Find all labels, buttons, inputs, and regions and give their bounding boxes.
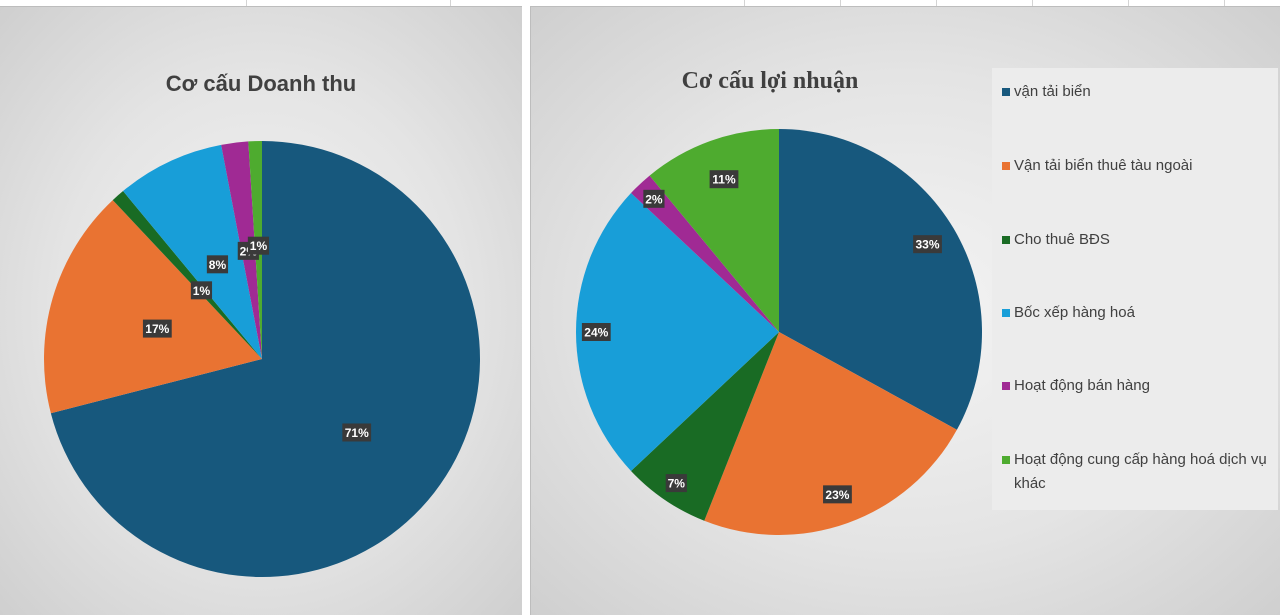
- sheet-gridline: [450, 0, 451, 8]
- sheet-gridline: [840, 0, 841, 8]
- profit-slice-hoat-dong-cung-cap-hang-hoa-dich-vu-khac[interactable]: [649, 129, 779, 332]
- legend-item-boc-xep-hang-hoa: Bốc xếp hàng hoá: [998, 301, 1268, 325]
- sheet-gridline: [1128, 0, 1129, 8]
- profit-data-label-bg: [823, 485, 852, 504]
- profit-data-label: 24%: [584, 326, 608, 340]
- sheet-gridline: [1224, 0, 1225, 8]
- sheet-gridline: [744, 0, 745, 8]
- profit-data-label: 33%: [916, 238, 940, 252]
- revenue-data-label-bg: [190, 281, 213, 300]
- profit-data-label: 2%: [645, 192, 663, 206]
- legend-item-label: vận tải biển: [1014, 83, 1091, 100]
- revenue-slice-van-tai-bien[interactable]: [50, 141, 480, 577]
- legend-item-cho-thue-bds: Cho thuê BĐS: [998, 228, 1268, 252]
- legend-swatch: [1002, 162, 1010, 170]
- profit-data-label-bg: [581, 323, 611, 341]
- profit-data-label-bg: [643, 189, 665, 208]
- profit-data-label: 7%: [668, 477, 686, 491]
- revenue-data-label-bg: [206, 255, 229, 274]
- legend-swatch: [1002, 309, 1010, 317]
- profit-data-label-bg: [665, 474, 687, 493]
- legend-swatch: [1002, 382, 1010, 390]
- profit-slice-boc-xep-hang-hoa[interactable]: [576, 193, 779, 471]
- revenue-data-label-bg: [342, 423, 372, 442]
- revenue-data-label: 8%: [209, 258, 227, 272]
- profit-slice-cho-thue-bds[interactable]: [631, 332, 779, 521]
- revenue-data-label: 17%: [145, 322, 169, 336]
- profit-slice-van-tai-bien[interactable]: [779, 129, 982, 430]
- revenue-data-label: 1%: [250, 239, 268, 253]
- revenue-chart-title: Cơ cấu Doanh thu: [166, 71, 356, 96]
- legend-item-van-tai-bien: vận tải biển: [998, 80, 1268, 104]
- revenue-data-label-bg: [142, 319, 172, 338]
- profit-slice-hoat-dong-ban-hang[interactable]: [631, 175, 779, 332]
- profit-data-label-bg: [913, 235, 942, 254]
- legend-item-label: Vận tải biển thuê tàu ngoài: [1014, 157, 1193, 174]
- legend-item-van-tai-bien-thue-tau-ngoai: Vận tải biển thuê tàu ngoài: [998, 154, 1268, 178]
- revenue-data-label: 1%: [193, 284, 211, 298]
- legend-item-hoat-dong-cung-cap-hang-hoa-dich-vu-khac: Hoạt động cung cấp hàng hoá dịch vụ khác: [998, 448, 1268, 496]
- profit-slice-van-tai-bien-thue-tau-ngoai[interactable]: [704, 332, 957, 535]
- legend-item-hoat-dong-ban-hang: Hoạt động bán hàng: [998, 374, 1268, 398]
- revenue-data-label-bg: [247, 236, 270, 255]
- profit-chart-title: Cơ cấu lợi nhuận: [682, 68, 859, 94]
- legend-item-label: Hoạt động cung cấp hàng hoá dịch vụ khác: [1014, 451, 1267, 492]
- revenue-slice-van-tai-bien-thue-tau-ngoai[interactable]: [44, 200, 263, 414]
- legend-swatch: [1002, 88, 1010, 96]
- revenue-slice-boc-xep-hang-hoa[interactable]: [123, 144, 263, 359]
- profit-data-label-bg: [709, 170, 739, 189]
- legend-item-label: Cho thuê BĐS: [1014, 231, 1110, 248]
- legend-swatch: [1002, 456, 1010, 464]
- legend-item-label: Bốc xếp hàng hoá: [1014, 304, 1135, 321]
- revenue-slice-cho-thue-bds[interactable]: [112, 191, 262, 359]
- profit-data-label: 23%: [825, 488, 849, 502]
- profit-pie-chart: Cơ cấu lợi nhuận 33% 23% 7% 24% 2% 11%: [576, 68, 982, 535]
- legend-swatch: [1002, 236, 1010, 244]
- revenue-data-label: 71%: [345, 426, 369, 440]
- revenue-pie-chart: Cơ cấu Doanh thu 71%17%1%8%2%1%: [44, 71, 480, 577]
- profit-data-label: 11%: [712, 173, 736, 187]
- sheet-gridline: [1032, 0, 1033, 8]
- revenue-chart-panel[interactable]: Cơ cấu Doanh thu 71%17%1%8%2%1%: [0, 6, 522, 615]
- chart-legend[interactable]: vận tải biển Vận tải biển thuê tàu ngoài…: [992, 68, 1278, 510]
- legend-item-label: Hoạt động bán hàng: [1014, 377, 1150, 394]
- sheet-gridline: [936, 0, 937, 8]
- sheet-gridline: [246, 0, 247, 8]
